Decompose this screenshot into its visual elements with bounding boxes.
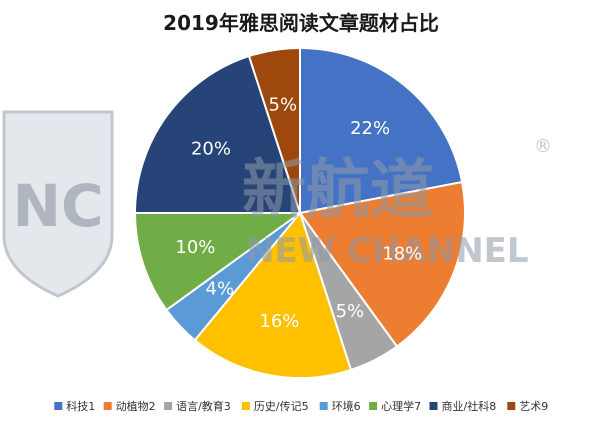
- legend-label: 商业/社科8: [442, 399, 497, 413]
- legend-label: 艺术9: [519, 400, 548, 413]
- slice-data-label: 5%: [269, 94, 298, 115]
- legend-swatch: [164, 402, 173, 410]
- watermark-registered-mark: ®: [534, 136, 552, 157]
- slice-data-label: 22%: [350, 118, 390, 139]
- chart-title: 2019年雅思阅读文章题材占比: [163, 11, 439, 35]
- watermark-brand-cn: 新航道: [242, 154, 434, 228]
- slice-data-label: 16%: [259, 311, 299, 332]
- legend-label: 心理学7: [381, 399, 421, 413]
- pie-slice: [133, 212, 304, 312]
- slice-data-label: 18%: [382, 244, 422, 265]
- slice-data-label: 20%: [191, 138, 231, 159]
- legend-label: 环境6: [332, 399, 361, 413]
- pie-slice: [298, 180, 467, 348]
- pie-slice: [193, 210, 353, 379]
- legend-swatch: [103, 402, 112, 410]
- pie-slice: [299, 46, 464, 215]
- legend-swatch: [369, 402, 378, 410]
- legend-swatch: [54, 402, 63, 410]
- pie-slice: [247, 46, 301, 214]
- legend-swatch: [507, 402, 516, 410]
- legend-label: 动植物2: [116, 399, 156, 413]
- watermark: NC 新航道 ® NEW CHANNEL: [2, 110, 552, 298]
- legend-swatch: [241, 402, 250, 410]
- legend-label: 科技1: [66, 399, 95, 413]
- slice-data-label: 10%: [175, 237, 215, 258]
- watermark-logo-letters: NC: [12, 172, 103, 240]
- legend-swatch: [319, 402, 328, 410]
- slice-data-label: 5%: [336, 301, 365, 322]
- legend: 科技1 动植物2 语言/教育3 历史/传记5 环境6 心理学7 商业/社科8 艺术9: [54, 399, 548, 413]
- legend-swatch: [429, 402, 438, 410]
- nc-shield-logo-icon: NC: [2, 110, 114, 298]
- pie-slices: [133, 46, 467, 379]
- slice-labels: 22% 18% 5% 16% 4% 10% 20% 5%: [175, 94, 422, 332]
- watermark-brand-en: NEW CHANNEL: [246, 231, 529, 271]
- slice-data-label: 4%: [206, 278, 235, 299]
- pie-slice: [133, 54, 302, 214]
- legend-label: 历史/传记5: [254, 400, 309, 413]
- legend-label: 语言/教育3: [176, 399, 231, 413]
